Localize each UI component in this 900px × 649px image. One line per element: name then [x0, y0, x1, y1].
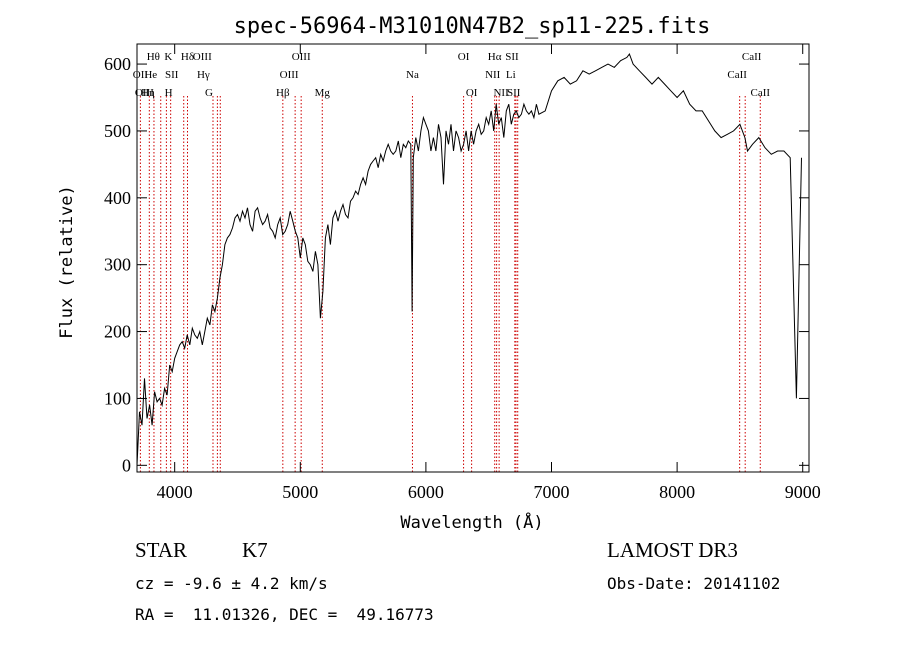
line-label: Hη	[141, 87, 155, 99]
line-label: OIII	[193, 51, 212, 63]
line-label: SII	[505, 51, 519, 63]
line-label: Hθ	[147, 51, 160, 63]
line-label: OIII	[135, 87, 154, 99]
line-label: OIII	[292, 51, 311, 63]
line-label: Na	[406, 69, 419, 81]
y-tick-label: 0	[122, 455, 131, 475]
line-label: Hα	[488, 51, 502, 63]
x-axis-ticks: 4000 5000 6000 7000 8000 9000	[157, 44, 821, 502]
object-subclass: K7	[242, 538, 268, 562]
object-class: STAR	[135, 538, 187, 562]
line-label: K	[164, 51, 172, 63]
x-tick-label: 6000	[408, 482, 444, 502]
y-tick-label: 600	[104, 54, 131, 74]
line-label: OI	[466, 87, 478, 99]
line-label: CaII	[727, 69, 747, 81]
x-tick-label: 8000	[659, 482, 695, 502]
line-label: Mg	[315, 87, 331, 99]
y-axis-ticks: 0 100 200 300 400 500 600	[104, 54, 809, 475]
y-tick-label: 500	[104, 121, 131, 141]
line-label: Li	[506, 69, 516, 81]
line-label: CaII	[742, 51, 762, 63]
line-label: Hβ	[276, 87, 290, 99]
y-tick-label: 400	[104, 188, 131, 208]
line-label: Hδ	[181, 51, 194, 63]
line-label: OI	[458, 51, 470, 63]
line-label: NII	[493, 87, 509, 99]
x-tick-label: 4000	[157, 482, 193, 502]
plot-frame	[136, 43, 810, 473]
y-axis-label: Flux (relative)	[57, 185, 77, 339]
line-label: SII	[507, 87, 521, 99]
x-axis-label: Wavelength (Å)	[400, 511, 543, 533]
line-label: SII	[165, 69, 179, 81]
chart-title: spec-56964-M31010N47B2_sp11-225.fits	[234, 14, 711, 39]
line-label: OIII	[280, 69, 299, 81]
line-label: He	[144, 69, 157, 81]
x-tick-label: 7000	[534, 482, 570, 502]
x-tick-label: 9000	[785, 482, 821, 502]
line-label: Hγ	[197, 69, 210, 81]
y-tick-label: 200	[104, 322, 131, 342]
spectrum-line	[136, 52, 802, 466]
line-label: CaII	[750, 87, 770, 99]
survey-name: LAMOST DR3	[607, 538, 738, 562]
y-tick-label: 100	[104, 388, 131, 408]
observation-date: Obs-Date: 20141102	[607, 574, 781, 593]
x-tick-label: 5000	[282, 482, 318, 502]
coordinates: RA = 11.01326, DEC = 49.16773	[135, 605, 434, 624]
line-label: H	[165, 87, 173, 99]
line-label: G	[205, 87, 213, 99]
y-tick-label: 300	[104, 255, 131, 275]
line-label: NII	[485, 69, 501, 81]
redshift-cz: cz = -9.6 ± 4.2 km/s	[135, 574, 328, 593]
